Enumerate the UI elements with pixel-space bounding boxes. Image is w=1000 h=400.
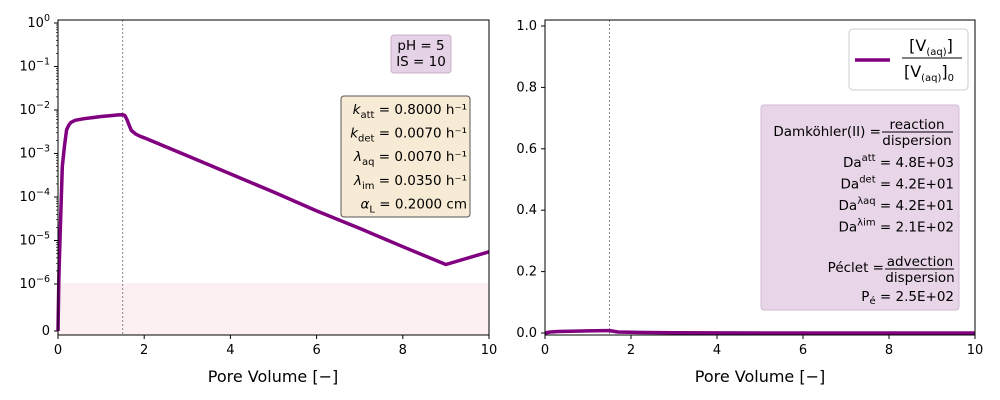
legend-num-end: ]: [947, 36, 953, 55]
da-line: Daλim = 2.1E+02: [839, 218, 955, 236]
right-yticks: 0.0 0.2 0.4 0.6 0.8 1.0: [516, 19, 545, 341]
right-xtick-label: 10: [967, 343, 984, 358]
da-line: Daatt = 4.8E+03: [843, 153, 954, 171]
left-ytick-label: 10−1: [19, 57, 50, 75]
rates-lines: katt = 0.8000 h⁻¹ kdet = 0.0070 h⁻¹ λaq = …: [350, 102, 467, 215]
damk-label: Damköhler(II) =: [773, 124, 881, 140]
legend-denominator: [V(aq)]0: [904, 62, 954, 84]
pe-value: = 2.5E+02: [876, 289, 954, 305]
right-xtick-label: 2: [627, 343, 635, 358]
left-xtick-label: 2: [140, 343, 148, 358]
legend-den-end: ]: [941, 62, 947, 81]
rates-box: katt = 0.8000 h⁻¹ kdet = 0.0070 h⁻¹ λaq = …: [340, 95, 471, 218]
left-ytick-label: 10−4: [19, 187, 50, 205]
right-ytick-label: 1.0: [516, 19, 537, 34]
rate-line: λaq = 0.0070 h⁻¹: [353, 149, 467, 168]
legend-den-outer-sub: 0: [948, 73, 954, 84]
legend-num-main: [V: [909, 36, 926, 55]
is-text: IS = 10: [396, 54, 446, 70]
rate-line: αL = 0.2000 cm: [361, 196, 467, 215]
da-line: Daλaq = 4.2E+01: [839, 196, 954, 214]
right-axes-frame: [544, 19, 976, 336]
right-xtick-label: 4: [713, 343, 721, 358]
peclet-num: advection: [887, 254, 953, 270]
right-xlabel: Pore Volume [−]: [695, 367, 826, 386]
right-ytick-label: 0.4: [516, 203, 537, 218]
peclet-label: Péclet =: [828, 260, 884, 276]
legend-den-sub: (aq): [921, 73, 941, 84]
legend-den-main: [V: [904, 62, 921, 81]
left-xtick-label: 6: [312, 343, 320, 358]
left-ytick-label: 10−5: [19, 231, 50, 249]
left-xlabel: Pore Volume [−]: [208, 367, 339, 386]
left-ytick-label: 10−3: [19, 144, 50, 162]
pe-sub: é: [869, 295, 875, 307]
ph-box: pH = 5 IS = 10: [390, 34, 452, 74]
damk-num: reaction: [889, 117, 944, 133]
legend-num-sub: (aq): [926, 47, 946, 58]
left-xtick-label: 0: [54, 343, 62, 358]
left-xtick-label: 8: [399, 343, 407, 358]
damk-den: dispersion: [882, 133, 951, 149]
right-chart: 0.0 0.2 0.4 0.6 0.8 1.0 0 2 4 6 8 10 Pore Volume […: [516, 19, 983, 386]
right-ytick-label: 0.6: [516, 142, 537, 157]
pe-sym: P: [861, 289, 869, 305]
right-xtick-label: 6: [799, 343, 807, 358]
left-ytick-label: 10−6: [19, 274, 50, 292]
left-low-band: [58, 283, 489, 335]
peclet-value: Pé = 2.5E+02: [861, 289, 954, 307]
da-lines: Daatt = 4.8E+03 Dadet = 4.2E+01 Daλaq = 4.…: [839, 153, 955, 236]
right-xtick-label: 0: [541, 343, 549, 358]
legend-numerator: [V(aq)]: [909, 36, 953, 58]
right-series-line: [544, 328, 975, 335]
damkohler-box: Damköhler(II) = reaction dispersion Daat…: [760, 104, 960, 311]
left-axes-frame: [57, 19, 490, 336]
legend: [V(aq)] [V(aq)]0: [848, 28, 969, 91]
left-xticks: 0 2 4 6 8 10: [54, 335, 497, 358]
right-xticks: 0 2 4 6 8 10: [541, 335, 983, 358]
left-ytick-label: 0: [42, 324, 50, 339]
right-ytick-label: 0.0: [516, 326, 537, 341]
left-ytick-label: 100: [27, 13, 50, 31]
right-ytick-label: 0.8: [516, 80, 537, 95]
peclet-den: dispersion: [885, 270, 954, 286]
rate-line: kdet = 0.0070 h⁻¹: [350, 126, 467, 145]
da-line: Dadet = 4.2E+01: [841, 175, 954, 193]
left-yticks: 100 10−1 10−2 10−3 10−4 10−5 10−6 0: [19, 13, 58, 339]
left-xtick-label: 4: [226, 343, 234, 358]
rate-line: λim = 0.0350 h⁻¹: [353, 173, 467, 192]
right-xtick-label: 8: [885, 343, 893, 358]
left-xtick-label: 10: [481, 343, 498, 358]
left-ytick-label: 10−2: [19, 100, 50, 118]
rate-line: katt = 0.8000 h⁻¹: [353, 102, 467, 121]
ph-text: pH = 5: [397, 38, 444, 54]
left-series-line: [56, 112, 490, 332]
right-ytick-label: 0.2: [516, 265, 537, 280]
left-chart: 100 10−1 10−2 10−3 10−4 10−5 10−6 0 0 2 4 6 8 10 Por…: [19, 13, 497, 386]
